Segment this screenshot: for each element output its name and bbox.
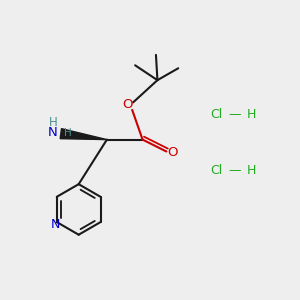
Text: H: H	[247, 164, 256, 177]
Polygon shape	[60, 129, 107, 140]
Text: H: H	[49, 116, 58, 129]
Text: O: O	[168, 146, 178, 160]
Text: Cl: Cl	[211, 164, 223, 177]
Text: H: H	[247, 108, 256, 121]
Text: —: —	[229, 108, 241, 121]
Text: N: N	[51, 218, 60, 231]
Text: —: —	[229, 164, 241, 177]
Text: O: O	[122, 98, 133, 111]
Text: Cl: Cl	[211, 108, 223, 121]
Text: N: N	[48, 126, 57, 139]
Text: H: H	[64, 128, 72, 138]
